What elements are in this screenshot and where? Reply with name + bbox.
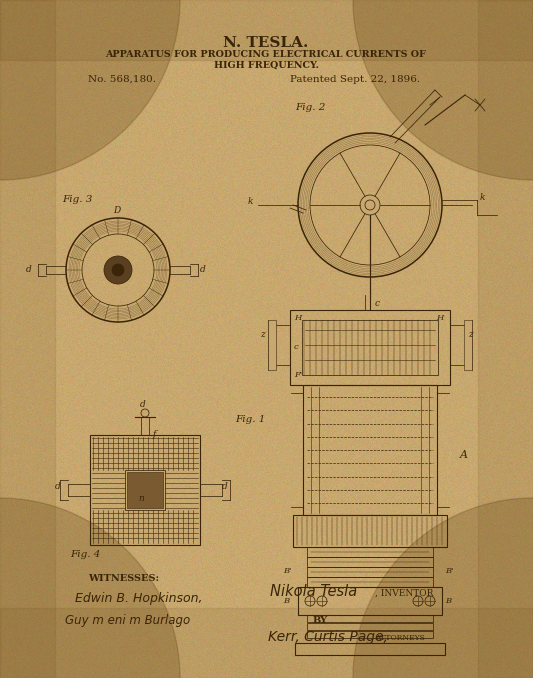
Text: BY: BY (312, 616, 328, 625)
Bar (0, 0, 533, 60)
Text: B': B' (445, 567, 454, 575)
Text: H: H (294, 314, 301, 322)
Text: Fig. 3: Fig. 3 (62, 195, 92, 204)
Circle shape (353, 0, 533, 180)
Bar (125, 470, 165, 510)
Bar (307, 557, 433, 567)
Bar (0, 0, 55, 678)
Circle shape (0, 498, 180, 678)
Text: HIGH FREQUENCY.: HIGH FREQUENCY. (214, 61, 319, 70)
Bar (307, 631, 433, 638)
Text: Patented Sept. 22, 1896.: Patented Sept. 22, 1896. (290, 75, 420, 84)
Text: F': F' (294, 371, 302, 379)
Text: Kerr, Curtis Page,: Kerr, Curtis Page, (268, 630, 388, 644)
Text: B: B (445, 597, 451, 605)
Bar (307, 547, 433, 557)
Text: ATTORNEYS: ATTORNEYS (375, 634, 425, 642)
Text: WITNESSES:: WITNESSES: (88, 574, 159, 583)
Bar (307, 623, 433, 630)
Text: Fig. 4: Fig. 4 (70, 550, 100, 559)
Text: z: z (468, 330, 473, 339)
Text: c: c (294, 343, 299, 351)
Circle shape (353, 498, 533, 678)
Text: Nikola Tesla: Nikola Tesla (270, 584, 357, 599)
Bar (127, 472, 163, 508)
Circle shape (360, 195, 380, 215)
Text: d: d (140, 400, 146, 409)
Text: No. 568,180.: No. 568,180. (88, 75, 156, 84)
Circle shape (0, 0, 180, 180)
Text: d: d (55, 482, 61, 491)
Text: B': B' (283, 567, 292, 575)
Text: A: A (460, 450, 468, 460)
Bar (307, 615, 433, 622)
Text: , INVENTOR: , INVENTOR (375, 589, 433, 598)
Text: B: B (283, 597, 289, 605)
Text: D: D (113, 206, 120, 215)
Text: c: c (375, 299, 380, 308)
Text: Fig. 1: Fig. 1 (235, 415, 265, 424)
Bar (293, 515, 447, 547)
Text: k: k (248, 197, 254, 206)
Bar (0, 608, 533, 678)
Text: n: n (138, 494, 144, 503)
Text: N. TESLA.: N. TESLA. (223, 36, 309, 50)
Bar (464, 320, 472, 370)
Bar (298, 587, 442, 615)
Bar (290, 310, 450, 385)
Text: f: f (153, 430, 156, 439)
Text: H: H (436, 314, 443, 322)
Text: APPARATUS FOR PRODUCING ELECTRICAL CURRENTS OF: APPARATUS FOR PRODUCING ELECTRICAL CURRE… (106, 50, 426, 59)
Text: Guy m eni m Burlago: Guy m eni m Burlago (65, 614, 190, 627)
Bar (302, 320, 438, 375)
Text: k: k (480, 193, 486, 202)
Text: Edwin B. Hopkinson,: Edwin B. Hopkinson, (75, 592, 203, 605)
Bar (295, 643, 445, 655)
Circle shape (104, 256, 132, 284)
Circle shape (112, 264, 124, 276)
Text: d: d (200, 265, 206, 274)
Text: d: d (26, 265, 32, 274)
Bar (307, 567, 433, 577)
Bar (307, 577, 433, 587)
Bar (268, 320, 276, 370)
Bar (303, 385, 437, 515)
Bar (478, 0, 533, 678)
Text: z: z (260, 330, 265, 339)
Text: Fig. 2: Fig. 2 (295, 103, 325, 112)
Text: d: d (222, 482, 228, 491)
Bar (90, 435, 200, 545)
